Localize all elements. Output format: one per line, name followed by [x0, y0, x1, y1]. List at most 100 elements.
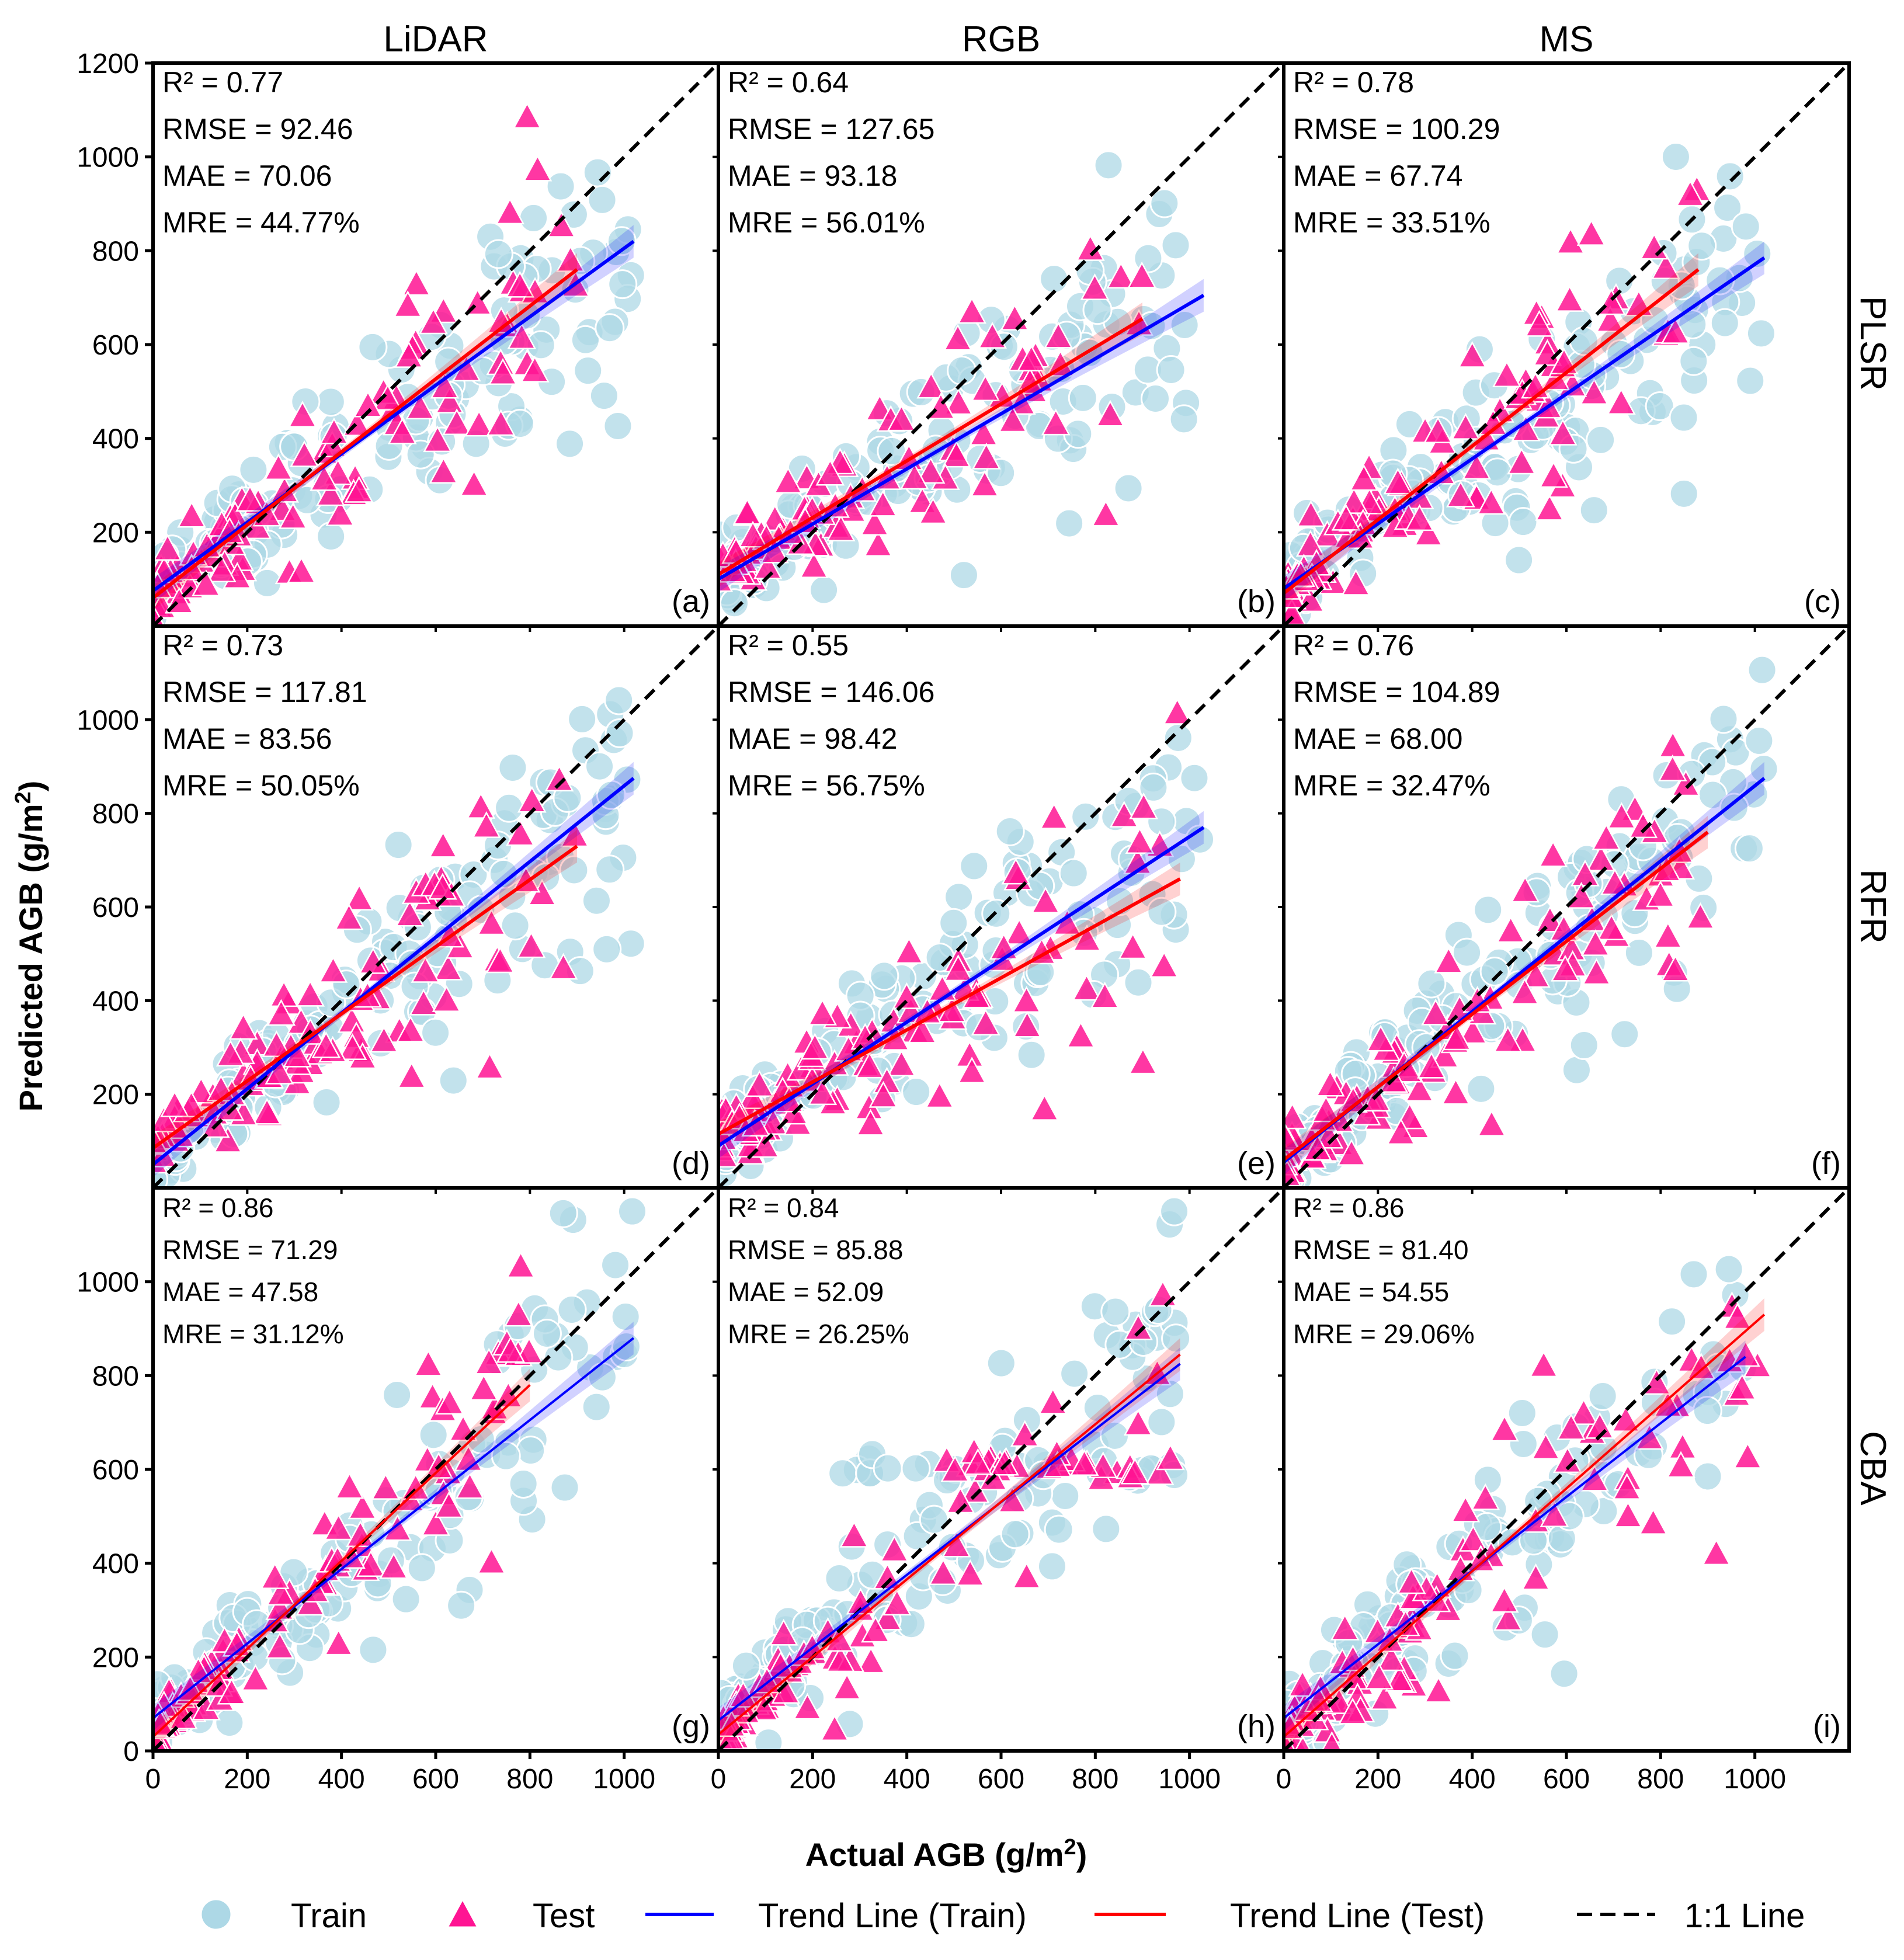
test-point	[455, 1472, 485, 1499]
test-point	[1311, 1095, 1341, 1123]
train-point	[873, 1453, 903, 1483]
test-point	[411, 955, 440, 983]
test-point	[1038, 1387, 1068, 1415]
test-point	[466, 792, 496, 819]
test-point	[469, 1374, 499, 1401]
train-point	[824, 1563, 854, 1593]
train-point	[1731, 211, 1761, 242]
test-point	[192, 569, 221, 597]
stat-text: RMSE = 71.29	[162, 1235, 338, 1265]
x-tick-label: 800	[1637, 1764, 1684, 1795]
test-point	[970, 470, 999, 497]
test-point	[863, 530, 893, 557]
panel-plot-area	[718, 63, 1284, 626]
y-tick-label: 1200	[77, 48, 139, 79]
train-point	[1569, 1030, 1599, 1061]
train-point	[607, 269, 638, 300]
x-tick-label: 200	[789, 1764, 836, 1795]
test-point	[334, 903, 364, 930]
test-point	[1001, 857, 1031, 885]
test-point	[1430, 1041, 1460, 1068]
test-point	[1424, 1676, 1453, 1703]
test-point	[1476, 488, 1506, 515]
x-tick-label: 0	[711, 1764, 727, 1795]
train-confidence-band	[153, 1322, 634, 1731]
test-point	[486, 409, 516, 436]
test-point	[383, 1514, 412, 1541]
train-point	[500, 911, 530, 941]
panel-label: (c)	[1804, 584, 1841, 619]
trend-line-test	[1284, 1313, 1766, 1738]
legend-train-label: Train	[291, 1897, 367, 1935]
test-point	[918, 497, 948, 524]
train-point	[383, 830, 414, 860]
train-point	[391, 1584, 421, 1614]
y-tick-label: 1000	[77, 1267, 139, 1298]
test-point	[1653, 921, 1683, 948]
test-point	[262, 1030, 291, 1057]
y-tick-label: 1000	[77, 143, 139, 173]
test-point	[523, 154, 553, 182]
train-point	[446, 1590, 477, 1621]
test-point	[217, 1677, 246, 1705]
test-point	[1123, 1409, 1153, 1436]
stat-text: MRE = 26.25%	[728, 1319, 909, 1349]
trend-line-train	[153, 239, 635, 593]
test-point	[311, 1031, 341, 1058]
panel-label: (g)	[672, 1709, 710, 1744]
x-tick-label: 800	[506, 1764, 553, 1795]
test-point	[317, 430, 347, 457]
test-point	[1582, 958, 1611, 985]
test-point	[325, 499, 355, 526]
test-point	[1080, 273, 1110, 300]
test-point	[1510, 875, 1540, 903]
test-point	[1284, 1102, 1307, 1130]
test-point	[1441, 1078, 1471, 1105]
train-point	[1140, 384, 1170, 414]
test-point	[435, 387, 464, 413]
train-point	[1071, 801, 1101, 832]
train-point	[1440, 1641, 1470, 1671]
test-point	[766, 1651, 795, 1678]
test-point	[263, 453, 293, 481]
legend-trend-test-label: Trend Line (Test)	[1230, 1897, 1485, 1935]
train-point	[1710, 308, 1740, 338]
test-point	[971, 442, 1001, 470]
one-to-one-line	[718, 626, 1284, 1188]
trend-line-test	[718, 877, 1181, 1136]
stat-text: MAE = 47.58	[162, 1277, 318, 1307]
panel-c: R² = 0.78 RMSE = 100.29 MAE = 67.74 MRE = 3…	[1284, 63, 1849, 626]
test-point	[1458, 1017, 1488, 1044]
test-point	[1109, 801, 1139, 828]
test-point	[1364, 1662, 1394, 1690]
train-point	[406, 1553, 437, 1583]
legend-one-to-one-label: 1:1 Line	[1684, 1897, 1805, 1935]
test-point	[515, 1337, 544, 1364]
test-point	[1072, 974, 1102, 1001]
train-point	[1000, 1519, 1030, 1549]
test-point	[1012, 1562, 1041, 1589]
train-point	[1161, 1323, 1191, 1354]
train-point	[995, 816, 1025, 846]
train-point	[1679, 1259, 1709, 1290]
test-point	[516, 931, 546, 958]
test-point	[1288, 1670, 1317, 1697]
test-point	[475, 1052, 505, 1079]
test-point	[1031, 886, 1061, 913]
test-point	[929, 1558, 958, 1585]
test-point	[824, 1625, 854, 1652]
test-point	[428, 830, 458, 858]
test-point	[887, 404, 916, 432]
test-point	[1145, 1458, 1175, 1485]
test-point	[1571, 859, 1600, 887]
test-point	[826, 1645, 855, 1673]
train-point	[1100, 1420, 1130, 1451]
test-point	[393, 290, 423, 318]
test-point	[1580, 929, 1610, 956]
one-to-one-line	[1284, 1188, 1849, 1751]
row-title: RFR	[1853, 869, 1893, 943]
test-point	[1295, 530, 1325, 557]
y-tick-label: 1000	[77, 705, 139, 736]
test-point	[908, 1016, 937, 1044]
x-tick-label: 400	[884, 1764, 930, 1795]
